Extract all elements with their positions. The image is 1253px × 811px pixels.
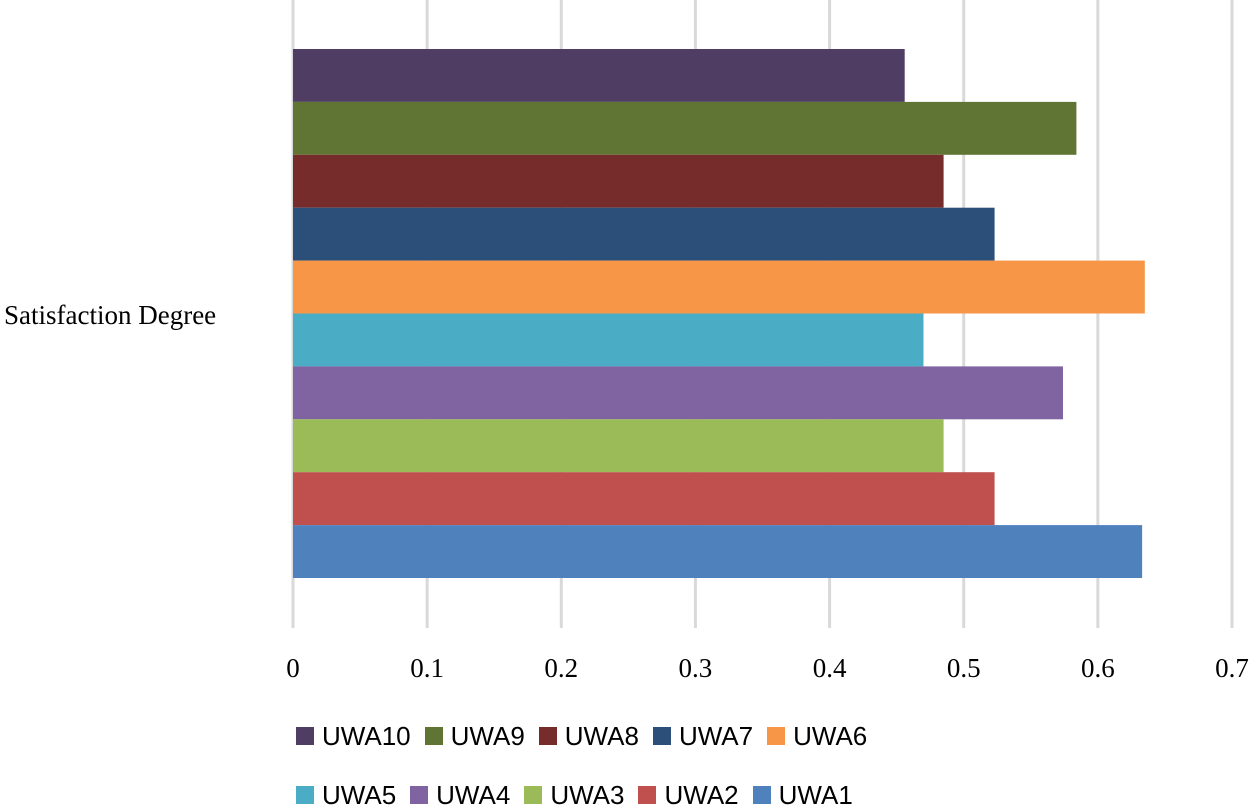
- legend-label: UWA7: [678, 720, 754, 751]
- legend-label: UWA1: [778, 779, 853, 810]
- legend-row-2: UWA5 UWA4 UWA3 UWA2 UWA1: [296, 780, 867, 810]
- bar-uwa9: [293, 101, 1077, 155]
- x-tick-label: 0.1: [410, 653, 444, 683]
- x-tick-label: 0: [286, 653, 300, 683]
- legend-row-1: UWA10 UWA9 UWA8 UWA7 UWA6: [296, 721, 881, 751]
- legend-label: UWA10: [322, 720, 411, 751]
- legend-label: UWA2: [664, 779, 739, 810]
- legend-item-uwa5: UWA5: [296, 780, 396, 811]
- bar-uwa4: [293, 366, 1063, 420]
- x-tick-label: 0.3: [679, 653, 713, 683]
- x-tick-label: 0.7: [1215, 653, 1249, 683]
- bar-uwa5: [293, 313, 924, 367]
- x-tick-label: 0.2: [544, 653, 578, 683]
- legend-swatch: [424, 727, 443, 745]
- legend-item-uwa10: UWA10: [296, 721, 411, 752]
- legend-swatch: [410, 786, 429, 804]
- legend-item-uwa9: UWA9: [424, 720, 525, 752]
- legend-item-uwa1: UWA1: [752, 779, 853, 811]
- legend-item-uwa3: UWA3: [524, 780, 624, 811]
- bar-uwa8: [293, 154, 944, 208]
- x-tick-labels: 0 0.1 0.2 0.3 0.4 0.5 0.6 0.7: [286, 653, 1249, 683]
- legend-swatch: [652, 727, 671, 745]
- legend-swatch: [296, 727, 314, 745]
- bar-uwa6: [293, 260, 1145, 314]
- legend-swatch: [538, 727, 557, 745]
- bars: [293, 49, 1145, 578]
- legend-swatch: [638, 786, 657, 804]
- x-tick-label: 0.5: [947, 653, 981, 683]
- legend-item-uwa7: UWA7: [652, 720, 754, 752]
- legend-swatch: [767, 727, 786, 745]
- legend-item-uwa4: UWA4: [410, 780, 510, 811]
- bar-uwa1: [293, 525, 1143, 578]
- legend-item-uwa8: UWA8: [538, 720, 639, 752]
- bar-uwa7: [293, 207, 995, 261]
- legend-label: UWA4: [436, 779, 511, 810]
- bar-uwa10: [293, 49, 905, 102]
- bar-uwa2: [293, 472, 995, 526]
- legend-item-uwa2: UWA2: [638, 779, 739, 811]
- legend-swatch: [296, 786, 314, 804]
- legend-label: UWA6: [793, 720, 868, 751]
- legend-label: UWA8: [564, 720, 639, 751]
- legend-swatch: [752, 786, 771, 804]
- chart-svg: 0 0.1 0.2 0.3 0.4 0.5 0.6 0.7 Satisfaction Degr…: [4, 0, 1249, 683]
- legend-label: UWA9: [450, 720, 525, 751]
- legend-item-uwa6: UWA6: [767, 721, 867, 752]
- category-label: Satisfaction Degree: [4, 300, 216, 330]
- bar-uwa3: [293, 419, 944, 473]
- legend-swatch: [524, 786, 543, 804]
- x-tick-label: 0.4: [813, 653, 847, 683]
- legend-label: UWA3: [550, 779, 625, 810]
- x-tick-label: 0.6: [1081, 653, 1115, 683]
- legend-label: UWA5: [322, 779, 397, 810]
